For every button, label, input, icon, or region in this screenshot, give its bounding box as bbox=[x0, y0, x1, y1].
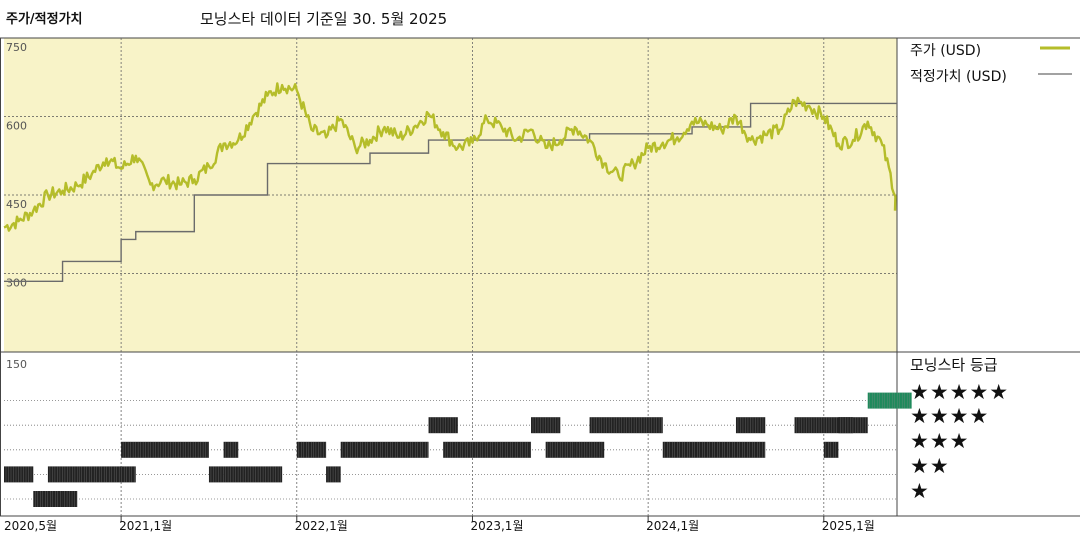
rating-bars bbox=[4, 392, 912, 507]
stars-five: ★★★★★ bbox=[910, 380, 1010, 404]
y-tick-label: 750 bbox=[6, 41, 27, 54]
rating-bar bbox=[340, 441, 429, 458]
x-tick-label: 2021,1월 bbox=[119, 519, 172, 533]
rating-bar bbox=[838, 417, 868, 434]
rating-bar-fill bbox=[589, 417, 663, 434]
stars-four: ★★★★ bbox=[910, 404, 990, 428]
rating-bar bbox=[223, 466, 283, 483]
price-line bbox=[3, 82, 897, 232]
rating-bar bbox=[589, 417, 663, 434]
rating-bar bbox=[4, 466, 34, 483]
fair-value-series bbox=[4, 102, 897, 283]
rating-bar bbox=[326, 466, 341, 483]
rating-bar-fill bbox=[296, 441, 312, 458]
rating-bar bbox=[662, 441, 766, 458]
x-tick-label: 2022,1월 bbox=[295, 519, 348, 533]
rating-bar bbox=[208, 466, 224, 483]
x-tick-label: 2023,1월 bbox=[470, 519, 523, 533]
rating-bar bbox=[823, 441, 839, 458]
rating-bar-fill bbox=[311, 441, 327, 458]
rating-bar bbox=[867, 392, 912, 409]
legend-price-label: 주가 (USD) bbox=[910, 43, 982, 59]
stars-three: ★★★ bbox=[910, 429, 970, 453]
y-tick-label: 300 bbox=[6, 277, 27, 290]
stars-one: ★ bbox=[910, 479, 930, 503]
fair-value-line bbox=[4, 102, 897, 283]
x-tick-label: 2025,1월 bbox=[822, 519, 875, 533]
legend-fair-label: 적정가치 (USD) bbox=[910, 69, 1007, 85]
y-tick-label: 150 bbox=[6, 358, 27, 371]
rating-bar bbox=[443, 441, 532, 458]
rating-bar bbox=[223, 441, 239, 458]
rating-panel-bg bbox=[4, 352, 897, 516]
rating-bar-fill bbox=[823, 441, 839, 458]
data-date-subtitle: 모닝스타 데이터 기준일 30. 5월 2025 bbox=[200, 10, 448, 28]
rating-bar bbox=[33, 491, 63, 507]
x-tick-label: 2020,5월 bbox=[4, 519, 57, 533]
price-series bbox=[3, 82, 897, 232]
rating-bar bbox=[77, 466, 136, 483]
rating-bar bbox=[62, 491, 78, 507]
rating-bar-fill bbox=[326, 466, 341, 483]
rating-bar-fill bbox=[62, 491, 78, 507]
rating-bar bbox=[47, 466, 78, 483]
rating-bar-fill bbox=[208, 466, 224, 483]
rating-bar bbox=[735, 417, 766, 434]
y-axis-ticks: 150 300 450 600 750 bbox=[6, 41, 27, 371]
x-tick-label: 2024,1월 bbox=[646, 519, 699, 533]
rating-bar bbox=[531, 417, 561, 434]
legend-swatches bbox=[1038, 46, 1072, 75]
rating-bar-fill bbox=[223, 441, 239, 458]
stars-two: ★★ bbox=[910, 454, 950, 478]
rating-bar bbox=[428, 417, 458, 434]
rating-bar bbox=[121, 441, 209, 458]
rating-bar bbox=[574, 441, 605, 458]
rating-bar bbox=[545, 441, 575, 458]
chart-title: 주가/적정가치 bbox=[6, 12, 83, 27]
x-axis-ticks: 2020,5월 2021,1월 2022,1월 2023,1월 2024,1월 2025,… bbox=[4, 516, 875, 533]
rating-bar bbox=[296, 441, 312, 458]
y-tick-label: 600 bbox=[6, 120, 27, 133]
rating-bar bbox=[311, 441, 327, 458]
rating-title: 모닝스타 등급 bbox=[910, 356, 998, 374]
y-tick-label: 450 bbox=[6, 198, 27, 211]
